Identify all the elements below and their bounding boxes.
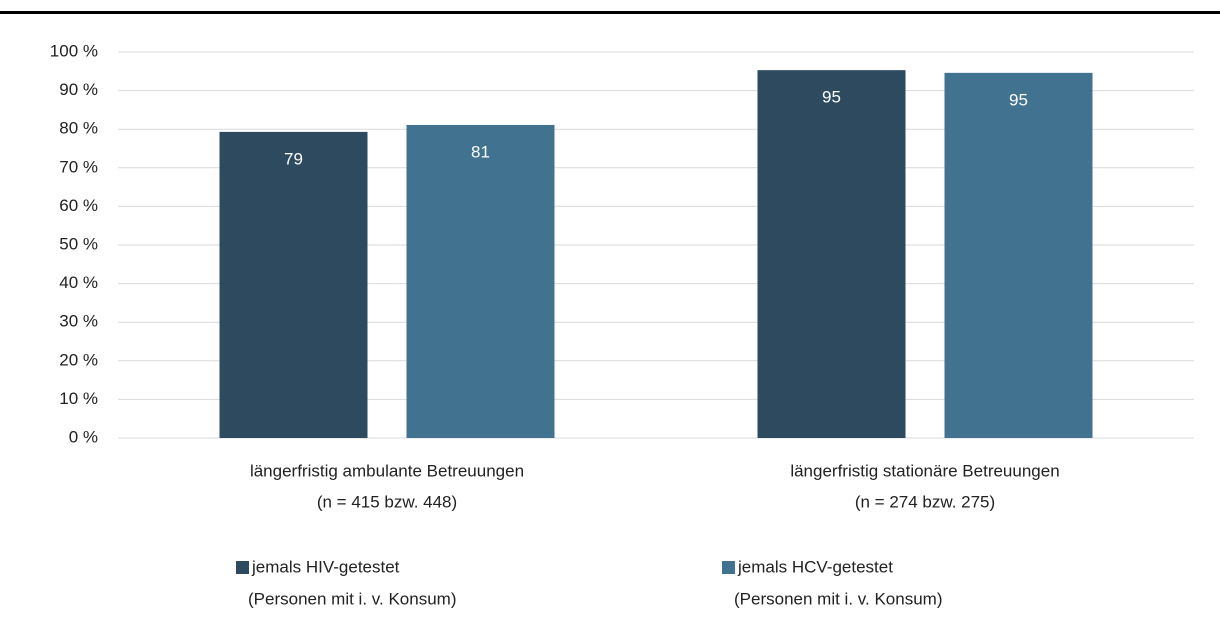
legend-note: (Personen mit i. v. Konsum) xyxy=(248,589,456,608)
y-tick-label: 0 % xyxy=(69,427,98,446)
legend-swatch xyxy=(722,561,735,574)
y-tick-label: 40 % xyxy=(59,273,98,292)
y-tick-label: 50 % xyxy=(59,234,98,253)
bar xyxy=(219,131,368,439)
bar xyxy=(406,124,555,438)
data-label: 81 xyxy=(471,142,490,161)
legend-label: jemals HIV-getestet xyxy=(251,557,400,576)
bar xyxy=(944,72,1093,439)
data-label: 95 xyxy=(822,88,841,107)
y-tick-label: 90 % xyxy=(59,80,98,99)
y-tick-label: 100 % xyxy=(50,41,98,60)
y-tick-label: 10 % xyxy=(59,389,98,408)
y-tick-label: 80 % xyxy=(59,119,98,138)
legend-swatch xyxy=(236,561,249,574)
data-label: 79 xyxy=(284,149,303,168)
y-tick-label: 20 % xyxy=(59,350,98,369)
data-label: 95 xyxy=(1009,90,1028,109)
top-rule xyxy=(0,11,1220,14)
x-tick-label: (n = 274 bzw. 275) xyxy=(855,492,995,511)
x-tick-label: längerfristig ambulante Betreuungen xyxy=(250,461,524,480)
x-tick-label: (n = 415 bzw. 448) xyxy=(317,492,457,511)
y-tick-label: 60 % xyxy=(59,196,98,215)
legend-note: (Personen mit i. v. Konsum) xyxy=(734,589,942,608)
y-tick-label: 30 % xyxy=(59,312,98,331)
y-tick-label: 70 % xyxy=(59,157,98,176)
x-tick-label: längerfristig stationäre Betreuungen xyxy=(790,461,1059,480)
legend-label: jemals HCV-getestet xyxy=(737,557,893,576)
bar xyxy=(757,70,906,438)
